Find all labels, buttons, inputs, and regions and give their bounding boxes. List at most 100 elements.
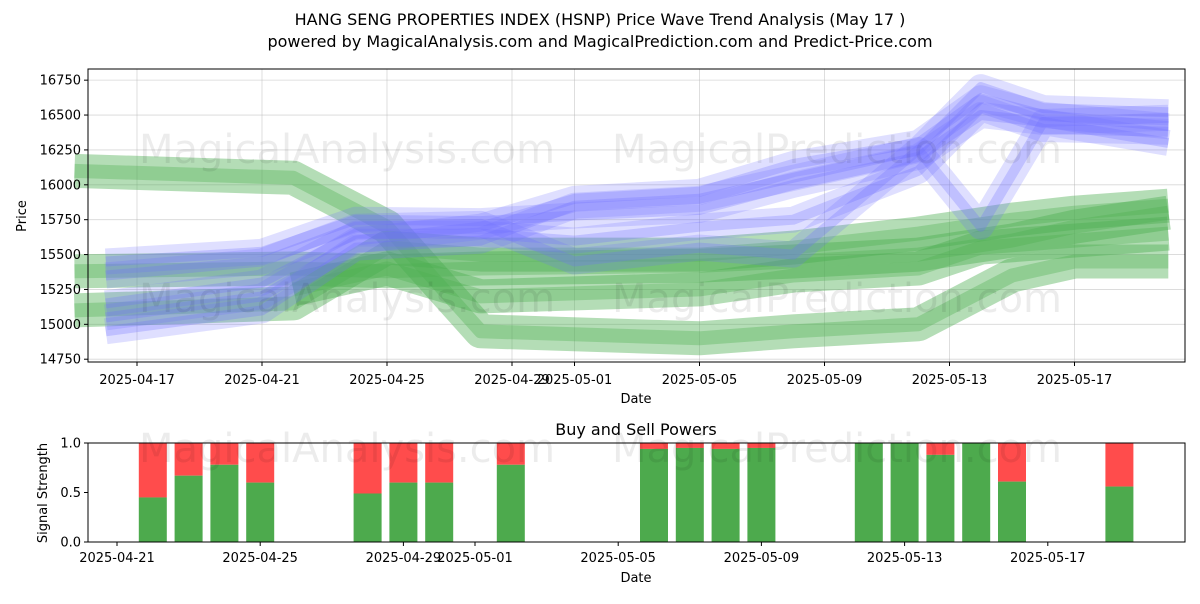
sell-power-bar: [711, 443, 740, 449]
buy-power-bar: [854, 443, 883, 542]
signal-x-tick-label: 2025-05-05: [580, 551, 656, 566]
blue-wave-band: [104, 102, 1169, 275]
signal-panel: Buy and Sell Powers MagicalAnalysis.com …: [36, 420, 1186, 586]
buy-power-bar: [747, 447, 776, 542]
price-grid: [88, 69, 1185, 362]
price-x-tick-label: 2025-05-13: [912, 373, 988, 388]
buy-power-bar: [640, 448, 668, 542]
blue-wave-core: [105, 82, 1169, 337]
buy-power-bar: [962, 443, 991, 542]
buy-power-bar: [425, 482, 454, 542]
green-wave-core: [74, 198, 1169, 318]
price-y-tick-label: 15250: [40, 283, 81, 298]
buy-power-bar: [890, 443, 919, 542]
buy-power-bar: [246, 482, 275, 542]
price-y-tick-label: 15000: [40, 318, 81, 333]
price-y-tick-label: 16750: [40, 74, 81, 89]
blue-wave-band: [104, 109, 1171, 289]
signal-x-tick-label: 2025-05-17: [1010, 551, 1086, 566]
sell-power-bar: [1105, 443, 1134, 487]
price-y-tick-label: 15500: [40, 248, 81, 263]
blue-wave-core: [105, 103, 1169, 309]
green-wave-core: [291, 226, 1169, 304]
buy-power-bar: [675, 447, 704, 542]
buy-power-bar: [711, 448, 740, 542]
sell-power-bar: [747, 443, 776, 448]
signal-y-tick-label: 1.0: [60, 437, 81, 452]
blue-wave-band: [104, 95, 1169, 317]
signal-panel-title: Buy and Sell Powers: [555, 420, 717, 439]
price-x-tick-label: 2025-04-21: [224, 373, 300, 388]
blue-wave-core: [105, 117, 1170, 281]
sell-power-bar: [389, 443, 418, 483]
sell-power-bar: [425, 443, 454, 483]
blue-wave-core: [105, 93, 1169, 323]
signal-bars: [138, 443, 1134, 542]
blue-wave-core: [105, 110, 1169, 267]
price-x-ticks: 2025-04-17 2025-04-21 2025-04-25 2025-04-29…: [99, 362, 1112, 388]
price-x-tick-label: 2025-05-01: [537, 373, 613, 388]
signal-x-tick-label: 2025-05-13: [867, 551, 943, 566]
watermark-right-mid: MagicalPrediction.com: [612, 276, 1062, 322]
price-x-tick-label: 2025-05-09: [787, 373, 863, 388]
sell-power-bar: [174, 443, 203, 476]
buy-power-bar: [496, 464, 525, 542]
sell-power-bar: [246, 443, 275, 483]
price-y-tick-label: 16000: [40, 178, 81, 193]
price-y-tick-label: 16250: [40, 143, 81, 158]
signal-x-tick-label: 2025-04-29: [366, 551, 442, 566]
price-y-tick-label: 14750: [40, 353, 81, 368]
green-wave-core: [74, 205, 1170, 279]
price-x-axis-label: Date: [620, 392, 651, 407]
sell-power-bar: [640, 443, 668, 449]
price-y-tick-label: 16500: [40, 109, 81, 124]
price-x-tick-label: 2025-04-29: [474, 373, 550, 388]
price-y-ticks: 14750 15000 15250 15500 15750 16000 16250 16500…: [40, 74, 88, 368]
buy-power-bar: [389, 482, 418, 542]
watermark-left-top: MagicalAnalysis.com: [139, 127, 555, 173]
buy-power-bar: [926, 454, 955, 542]
signal-x-tick-label: 2025-04-25: [222, 551, 298, 566]
buy-power-bar: [174, 475, 203, 542]
blue-wave-band: [104, 74, 1169, 345]
blue-wave-bands: [104, 74, 1171, 345]
watermark-left-mid: MagicalAnalysis.com: [139, 276, 555, 322]
watermark-right-top: MagicalPrediction.com: [612, 127, 1062, 173]
sell-power-bar: [998, 443, 1026, 482]
price-x-tick-label: 2025-05-17: [1037, 373, 1113, 388]
green-wave-band: [289, 216, 1170, 314]
signal-y-axis-label: Signal Strength: [36, 443, 51, 543]
price-axes-frame: [87, 68, 1186, 363]
price-x-tick-label: 2025-04-17: [99, 373, 175, 388]
sell-power-bar: [496, 443, 525, 465]
signal-x-tick-label: 2025-05-01: [437, 551, 513, 566]
sell-power-bar: [210, 443, 239, 465]
signal-y-tick-label: 0.5: [60, 486, 81, 501]
watermark-left-bottom: MagicalAnalysis.com: [139, 426, 555, 472]
buy-power-bar: [1105, 486, 1134, 542]
buy-power-bar: [353, 493, 382, 542]
signal-x-axis-label: Date: [620, 571, 651, 586]
green-wave-bands: [73, 153, 1171, 356]
watermark-right-bottom: MagicalPrediction.com: [612, 426, 1062, 472]
signal-x-tick-label: 2025-04-21: [79, 551, 155, 566]
green-wave-core: [74, 163, 1169, 346]
price-panel: MagicalAnalysis.com MagicalPrediction.co…: [15, 68, 1186, 407]
chart-subtitle: powered by MagicalAnalysis.com and Magic…: [267, 32, 932, 51]
green-wave-band: [73, 188, 1170, 328]
sell-power-bar: [675, 443, 704, 448]
sell-power-bar: [353, 443, 382, 494]
buy-power-bar: [210, 464, 239, 542]
signal-x-ticks: 2025-04-21 2025-04-25 2025-04-292025-05-01…: [79, 542, 1086, 566]
green-wave-band: [74, 195, 1171, 289]
signal-x-tick-label: 2025-05-09: [724, 551, 800, 566]
price-x-tick-label: 2025-05-05: [662, 373, 738, 388]
price-y-tick-label: 15750: [40, 213, 81, 228]
price-x-tick-label: 2025-04-25: [349, 373, 425, 388]
blue-wave-band: [104, 85, 1170, 331]
sell-power-bar: [926, 443, 955, 455]
buy-power-bar: [998, 481, 1026, 542]
chart-title: HANG SENG PROPERTIES INDEX (HSNP) Price …: [295, 10, 906, 29]
green-wave-band: [73, 153, 1169, 356]
